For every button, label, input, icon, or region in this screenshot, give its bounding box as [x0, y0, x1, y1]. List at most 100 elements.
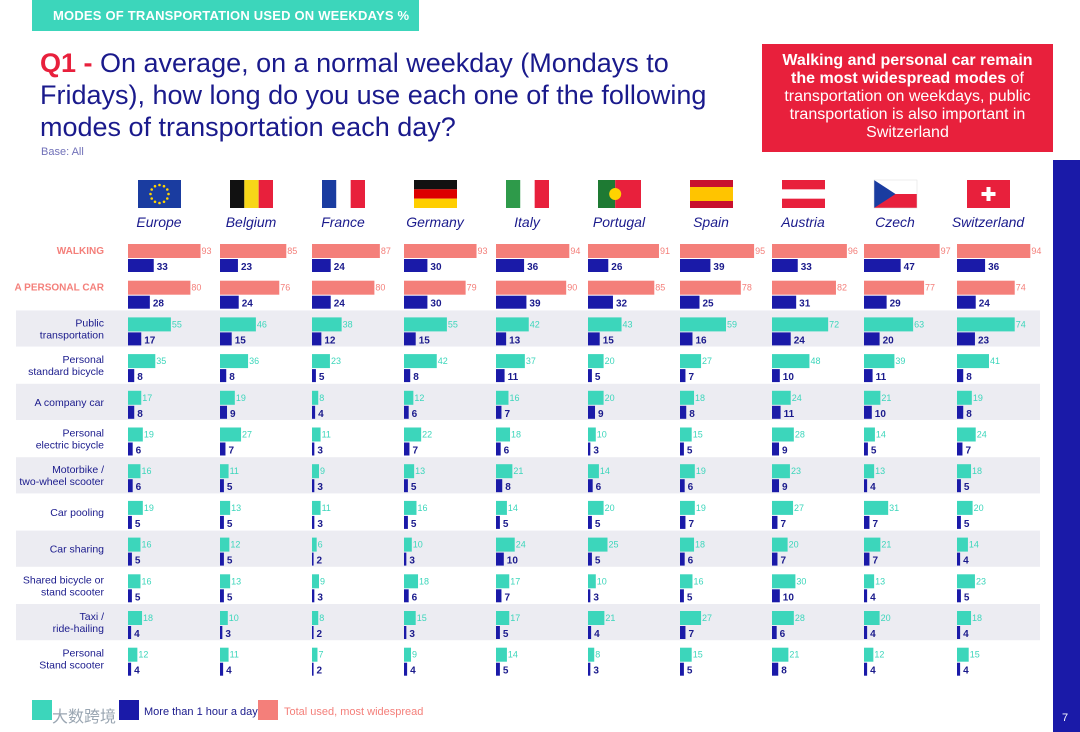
- label-total: 13: [875, 466, 885, 476]
- label-over-hour: 5: [687, 666, 693, 677]
- label-over-hour: 5: [135, 519, 141, 530]
- label-over-hour: 15: [235, 335, 247, 346]
- label-over-hour: 3: [409, 629, 415, 640]
- label-total: 14: [508, 503, 518, 513]
- bar-total: [128, 354, 156, 369]
- label-over-hour: 5: [964, 592, 970, 603]
- label-over-hour: 23: [978, 335, 990, 346]
- bar-total: [496, 500, 507, 515]
- row-label: Car sharing: [50, 544, 104, 556]
- bar-total: [128, 244, 201, 258]
- label-over-hour: 8: [781, 666, 787, 677]
- label-over-hour: 5: [227, 556, 233, 567]
- bar-over-hour: [220, 552, 224, 566]
- bar-over-hour: [957, 552, 961, 566]
- label-total: 77: [925, 283, 935, 293]
- bar-total: [588, 611, 605, 625]
- bar-total: [957, 464, 972, 479]
- bar-over-hour: [588, 626, 592, 639]
- bar-over-hour: [957, 479, 961, 493]
- label-total: 93: [202, 246, 212, 256]
- label-total: 20: [605, 393, 615, 403]
- bar-total: [496, 464, 513, 479]
- bar-over-hour: [220, 259, 238, 272]
- bar-over-hour: [496, 405, 502, 419]
- bar-over-hour: [957, 405, 964, 419]
- bar-over-hour: [957, 589, 961, 603]
- label-total: 8: [595, 650, 600, 660]
- label-over-hour: 24: [794, 335, 806, 346]
- label-total: 85: [655, 283, 665, 293]
- bar-total: [404, 317, 447, 332]
- label-over-hour: 2: [317, 556, 323, 567]
- label-total: 18: [695, 540, 705, 550]
- label-total: 96: [848, 246, 858, 256]
- bar-total: [404, 537, 412, 552]
- bar-total: [404, 390, 414, 405]
- label-total: 11: [230, 466, 239, 476]
- bar-over-hour: [404, 405, 409, 419]
- bar-total: [404, 611, 416, 625]
- label-total: 39: [895, 356, 905, 366]
- bar-over-hour: [128, 589, 132, 603]
- label-total: 13: [415, 466, 425, 476]
- bar-over-hour: [496, 589, 502, 603]
- bar-total: [772, 427, 794, 442]
- bar-total: [957, 244, 1031, 258]
- bar-over-hour: [772, 369, 780, 383]
- label-over-hour: 6: [412, 592, 418, 603]
- label-total: 11: [230, 650, 239, 660]
- label-over-hour: 9: [598, 409, 604, 420]
- bar-total: [588, 354, 604, 369]
- bar-over-hour: [496, 259, 525, 272]
- label-total: 20: [605, 356, 615, 366]
- bar-over-hour: [404, 552, 407, 566]
- label-over-hour: 26: [611, 262, 623, 273]
- bar-total: [864, 574, 875, 589]
- bar-over-hour: [312, 442, 315, 456]
- label-total: 24: [516, 540, 526, 550]
- label-total: 14: [508, 650, 518, 660]
- bar-over-hour: [404, 259, 428, 272]
- label-over-hour: 7: [688, 519, 694, 530]
- bar-over-hour: [220, 589, 224, 603]
- row-label: Motorbike /: [52, 464, 104, 476]
- label-over-hour: 5: [503, 519, 509, 530]
- bar-total: [772, 280, 836, 295]
- bar-over-hour: [772, 259, 798, 272]
- row-label: Personal: [63, 428, 104, 440]
- bar-over-hour: [957, 515, 961, 529]
- bar-total: [220, 244, 287, 258]
- label-total: 95: [755, 246, 765, 256]
- bar-over-hour: [588, 552, 592, 566]
- label-total: 17: [142, 393, 152, 403]
- bar-over-hour: [128, 405, 135, 419]
- label-total: 94: [570, 246, 580, 256]
- bar-total: [220, 280, 280, 295]
- bar-over-hour: [312, 626, 314, 639]
- label-over-hour: 16: [695, 335, 707, 346]
- bar-over-hour: [588, 295, 613, 309]
- label-over-hour: 8: [413, 372, 419, 383]
- bar-over-hour: [404, 662, 408, 676]
- country-label-portugal: Portugal: [593, 214, 646, 230]
- bar-over-hour: [588, 332, 600, 346]
- bar-total: [864, 390, 881, 405]
- label-total: 43: [623, 319, 633, 329]
- bar-over-hour: [680, 259, 711, 272]
- label-total: 27: [794, 503, 804, 513]
- label-total: 27: [242, 430, 252, 440]
- label-over-hour: 7: [688, 372, 694, 383]
- bar-total: [220, 354, 249, 369]
- label-over-hour: 9: [230, 409, 236, 420]
- bar-total: [957, 611, 972, 625]
- label-total: 23: [976, 576, 986, 586]
- bar-over-hour: [957, 626, 961, 639]
- label-over-hour: 15: [419, 335, 431, 346]
- bar-over-hour: [588, 369, 592, 383]
- label-total: 19: [144, 430, 154, 440]
- bar-total: [588, 647, 595, 662]
- label-total: 8: [319, 613, 324, 623]
- row-label: A company car: [35, 397, 105, 409]
- label-total: 38: [343, 319, 353, 329]
